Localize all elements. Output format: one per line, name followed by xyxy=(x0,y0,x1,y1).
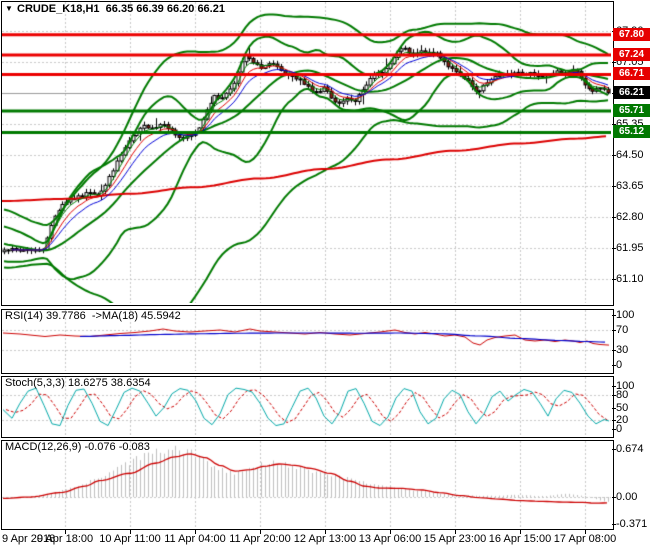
macd-axis-label: 0.674 xyxy=(616,442,644,455)
time-tick-mark xyxy=(325,530,326,534)
time-tick-mark xyxy=(390,530,391,534)
rsi-axis-label: 70 xyxy=(616,324,629,336)
price-tick-label: 61.95 xyxy=(616,242,644,255)
time-axis-label: 9 Apr 2018 xyxy=(2,533,56,545)
time-axis-label: 15 Apr 23:00 xyxy=(423,533,487,545)
ohlc-close: 66.21 xyxy=(197,3,225,15)
stochastic-tick-mark xyxy=(612,395,616,396)
stochastic-axis-label: 80 xyxy=(616,388,629,401)
rsi-tick-mark xyxy=(612,330,616,331)
time-axis-label: 13 Apr 06:00 xyxy=(358,533,422,545)
stochastic-panel: Stoch(5,3,3) 18.6275 38.6354 xyxy=(1,376,614,438)
price-tick-label: 61.10 xyxy=(616,273,644,286)
price-tick-mark xyxy=(612,217,616,218)
macd-tick-mark xyxy=(612,449,616,450)
time-axis-label: 12 Apr 13:00 xyxy=(293,533,357,545)
chart-title: CRUDE_K18,H1 66.35 66.39 66.20 66.21 xyxy=(17,3,225,15)
price-badge-support[interactable]: 65.71 xyxy=(613,103,650,117)
macd-panel: MACD(12,26,9) -0.076 -0.083 xyxy=(1,440,614,530)
macd-canvas[interactable] xyxy=(2,441,611,527)
price-tick-mark xyxy=(612,62,616,63)
macd-axis-label: -0.371 xyxy=(616,517,648,530)
price-tick-mark xyxy=(612,248,616,249)
rsi-axis-label: 30 xyxy=(616,344,629,356)
time-axis-label: 11 Apr 20:00 xyxy=(229,533,291,545)
time-axis-label: 17 Apr 08:00 xyxy=(553,533,617,545)
rsi-tick-mark xyxy=(612,350,616,351)
time-axis-label: 11 Apr 04:00 xyxy=(164,533,226,545)
symbol-period-label: CRUDE_K18,H1 xyxy=(17,3,100,15)
time-axis-label: 10 Apr 11:00 xyxy=(99,533,161,545)
time-tick-mark xyxy=(130,530,131,534)
time-axis-label: 16 Apr 15:00 xyxy=(488,533,552,545)
macd-axis-label: 0.00 xyxy=(616,491,638,503)
symbol-dropdown-icon[interactable]: ▼ xyxy=(5,4,13,13)
macd-tick-mark xyxy=(612,524,616,525)
time-axis-label: 9 Apr 18:00 xyxy=(36,533,94,545)
time-tick-mark xyxy=(195,530,196,534)
stochastic-axis-label: 100 xyxy=(616,380,635,392)
rsi-axis-label: 0 xyxy=(616,359,623,371)
stochastic-label: Stoch(5,3,3) 18.6275 38.6354 xyxy=(5,377,151,389)
price-tick-mark xyxy=(612,124,616,125)
main-chart-canvas[interactable] xyxy=(2,2,611,303)
price-badge-resistance[interactable]: 67.80 xyxy=(613,27,650,41)
price-badge-current: 66.21 xyxy=(613,85,650,99)
rsi-tick-mark xyxy=(612,315,616,316)
macd-label: MACD(12,26,9) -0.076 -0.083 xyxy=(5,441,150,453)
stochastic-tick-mark xyxy=(612,420,616,421)
stochastic-axis-label: 50 xyxy=(616,401,629,414)
time-tick-mark xyxy=(65,530,66,534)
rsi-canvas[interactable] xyxy=(2,310,611,371)
time-tick-mark xyxy=(520,530,521,534)
time-tick-mark xyxy=(455,530,456,534)
main-chart-panel xyxy=(1,1,614,306)
stochastic-tick-mark xyxy=(612,408,616,409)
price-tick-label: 62.80 xyxy=(616,211,644,224)
price-tick-mark xyxy=(612,155,616,156)
price-tick-mark xyxy=(612,186,616,187)
stochastic-tick-mark xyxy=(612,386,616,387)
price-tick-label: 63.65 xyxy=(616,180,644,193)
rsi-panel: RSI(14) 39.7786 ->MA(18) 45.5942 xyxy=(1,309,614,374)
time-tick-mark xyxy=(260,530,261,534)
price-badge-resistance[interactable]: 67.24 xyxy=(613,48,650,62)
stochastic-axis-label: 0 xyxy=(616,423,623,435)
stochastic-canvas[interactable] xyxy=(2,377,611,435)
price-tick-label: 64.50 xyxy=(616,149,644,162)
rsi-axis-label: 100 xyxy=(616,309,635,321)
ohlc-open: 66.35 xyxy=(105,3,134,15)
macd-tick-mark xyxy=(612,497,616,498)
price-tick-mark xyxy=(612,279,616,280)
rsi-label: RSI(14) 39.7786 ->MA(18) 45.5942 xyxy=(5,310,181,322)
price-badge-support[interactable]: 65.12 xyxy=(613,125,650,139)
rsi-tick-mark xyxy=(612,365,616,366)
ohlc-low: 66.20 xyxy=(166,3,195,15)
stochastic-tick-mark xyxy=(612,429,616,430)
time-tick-mark xyxy=(585,530,586,534)
price-badge-resistance[interactable]: 66.71 xyxy=(613,67,650,81)
stochastic-axis-label: 20 xyxy=(616,414,629,427)
ohlc-high: 66.39 xyxy=(136,3,164,15)
